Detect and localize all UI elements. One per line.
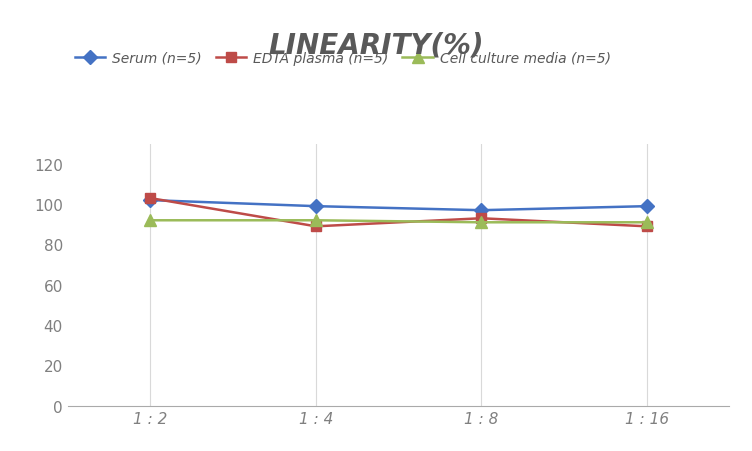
Text: LINEARITY(%): LINEARITY(%) bbox=[268, 32, 484, 60]
Legend: Serum (n=5), EDTA plasma (n=5), Cell culture media (n=5): Serum (n=5), EDTA plasma (n=5), Cell cul… bbox=[74, 52, 611, 66]
